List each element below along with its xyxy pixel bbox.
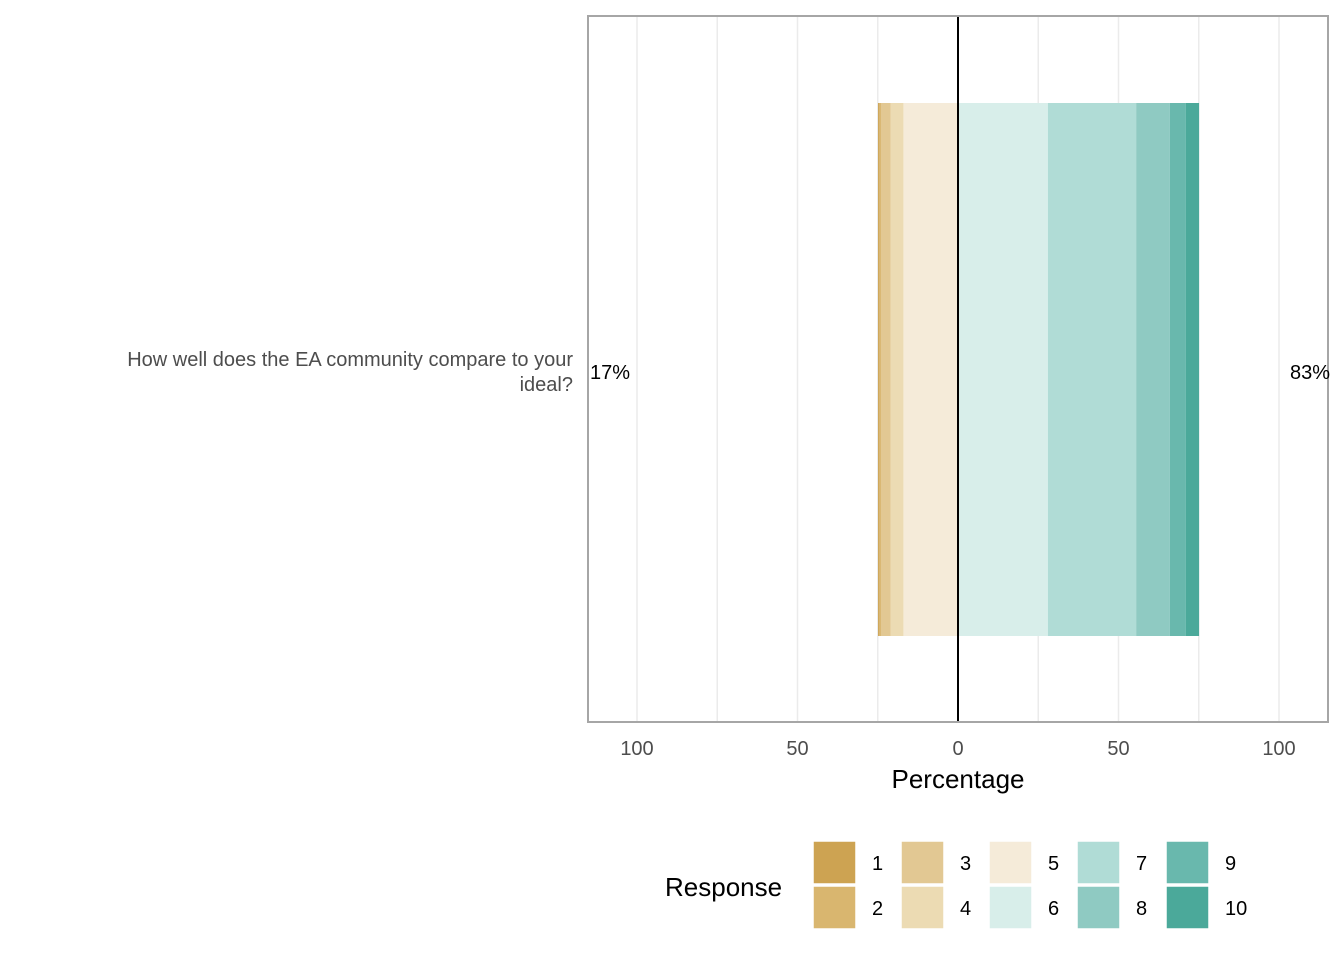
x-tick-labels: 100 50 0 50 100 <box>620 738 1295 760</box>
legend-key-8 <box>1076 885 1121 930</box>
bar-segment-response-4 <box>890 103 904 636</box>
legend-key-5 <box>988 840 1033 885</box>
legend-label-10: 10 <box>1225 898 1247 920</box>
legend-label-4: 4 <box>960 898 971 920</box>
legend-key-2 <box>812 885 857 930</box>
legend-label-3: 3 <box>960 853 971 875</box>
legend-key-1 <box>812 840 857 885</box>
bar-segment-response-2 <box>879 103 881 636</box>
bar-segment-response-9 <box>1169 103 1186 636</box>
bar-segments <box>878 103 1200 636</box>
bar-segment-response-1 <box>878 103 880 636</box>
legend-key-3 <box>900 840 945 885</box>
low-percent-label: 17% <box>590 362 630 384</box>
x-axis-title: Percentage <box>892 764 1025 794</box>
x-tick-label: 50 <box>786 738 808 760</box>
legend-label-5: 5 <box>1048 853 1059 875</box>
legend-key-10 <box>1165 885 1210 930</box>
legend-label-1: 1 <box>872 853 883 875</box>
bar-segment-response-6 <box>958 103 1048 636</box>
legend-label-2: 2 <box>872 898 883 920</box>
bar-segment-response-10 <box>1185 103 1200 636</box>
x-tick-label: 50 <box>1107 738 1129 760</box>
bar-segment-response-5 <box>903 103 958 636</box>
bar-segment-response-7 <box>1047 103 1137 636</box>
legend-label-6: 6 <box>1048 898 1059 920</box>
legend-label-9: 9 <box>1225 853 1236 875</box>
legend-key-4 <box>900 885 945 930</box>
x-tick-label: 0 <box>952 738 963 760</box>
legend-label-8: 8 <box>1136 898 1147 920</box>
legend-key-9 <box>1165 840 1210 885</box>
x-tick-label: 100 <box>1262 738 1295 760</box>
bar-segment-response-3 <box>880 103 891 636</box>
legend-title: Response <box>665 872 782 902</box>
high-percent-label: 83% <box>1290 362 1330 384</box>
legend-label-7: 7 <box>1136 853 1147 875</box>
legend: 1 2 3 4 5 6 7 8 9 10 <box>812 840 1247 930</box>
legend-key-6 <box>988 885 1033 930</box>
x-tick-label: 100 <box>620 738 653 760</box>
bar-segment-response-8 <box>1136 103 1170 636</box>
question-label-line-2: ideal? <box>520 374 573 396</box>
question-label-line-1: How well does the EA community compare t… <box>127 349 573 371</box>
panel-border <box>587 15 1329 723</box>
legend-key-7 <box>1076 840 1121 885</box>
